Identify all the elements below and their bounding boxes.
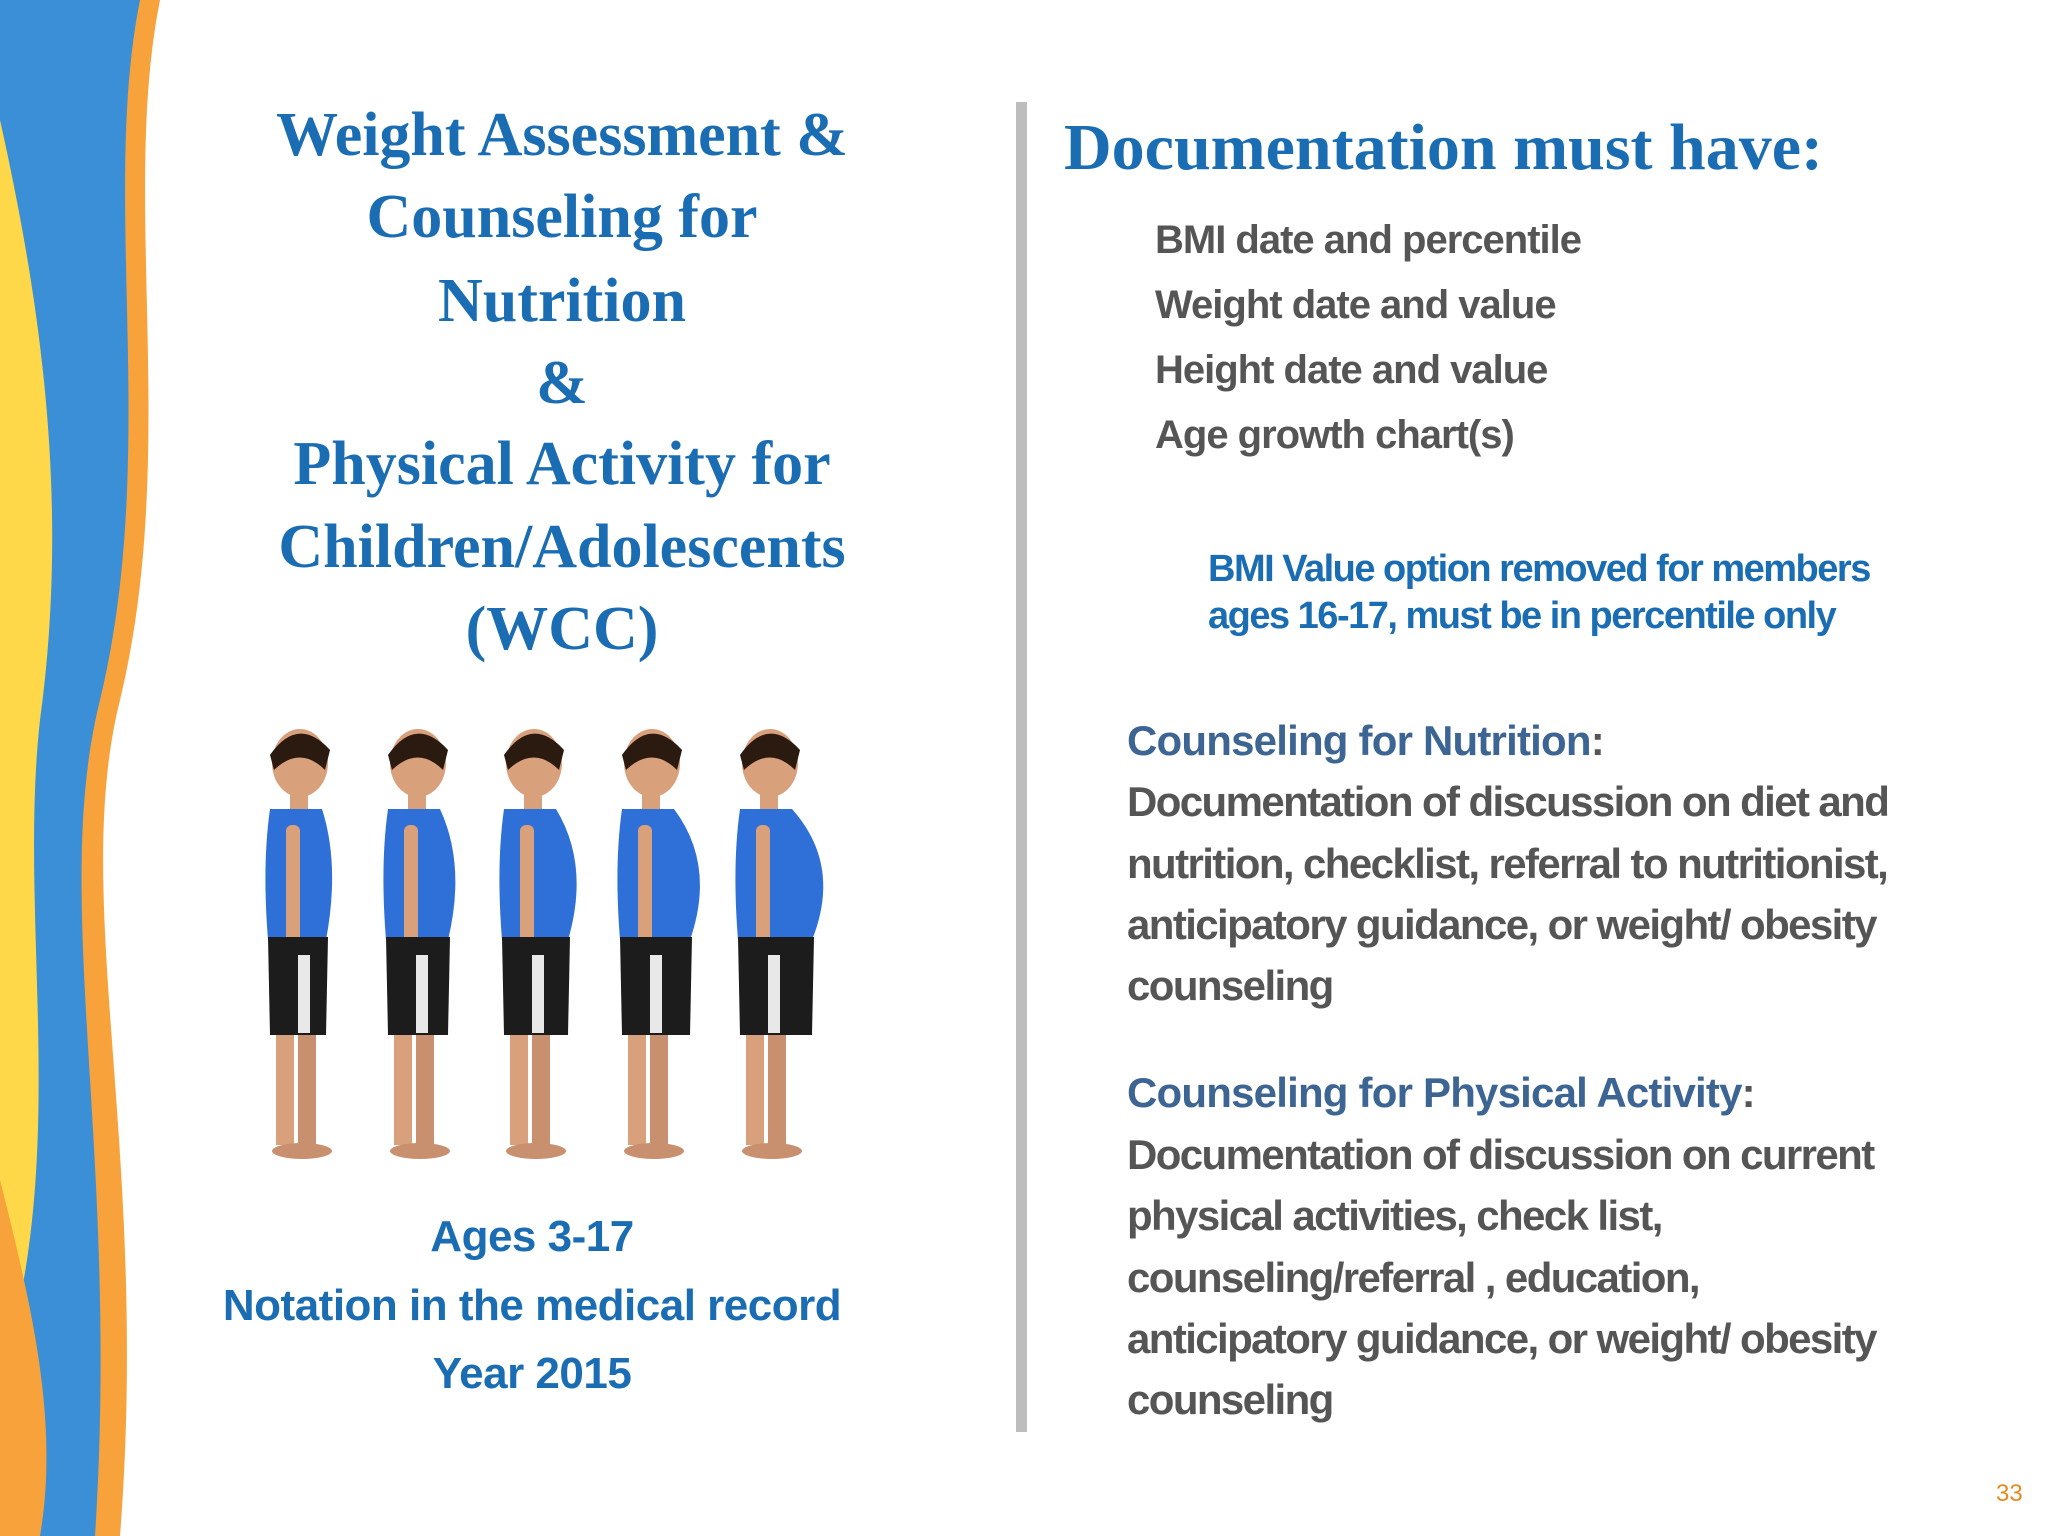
footer-line: Year 2015 xyxy=(432,1349,632,1398)
figure-part xyxy=(617,809,700,940)
figure-part xyxy=(404,825,418,945)
yellow-wave xyxy=(0,120,53,1300)
section-line: counseling xyxy=(1127,962,1334,1009)
figure-part xyxy=(510,1035,528,1145)
figure-part xyxy=(740,733,800,770)
section-line: Documentation of discussion on current xyxy=(1127,1131,1875,1178)
figure-part xyxy=(394,1035,412,1145)
figure-part xyxy=(768,955,780,1033)
title-line: Weight Assessment & xyxy=(276,101,848,169)
list-item: Height date and value xyxy=(1155,348,1548,392)
orange-wave-bottom xyxy=(0,1180,47,1536)
list-item: BMI date and percentile xyxy=(1155,218,1582,262)
note-line: BMI Value option removed for members xyxy=(1208,548,1871,590)
divider xyxy=(1016,102,1027,1432)
right-heading: Documentation must have: xyxy=(1064,111,1823,184)
figure-part xyxy=(270,733,330,770)
title-line: Counseling for xyxy=(366,183,758,251)
figure-part xyxy=(388,733,448,770)
title-line: Children/Adolescents xyxy=(278,513,846,581)
figure-part xyxy=(416,1035,434,1145)
figure-part xyxy=(746,1035,764,1145)
figure-part xyxy=(642,793,660,809)
figure-part xyxy=(298,955,310,1033)
list-item: Weight date and value xyxy=(1155,283,1557,327)
figure-part xyxy=(504,733,564,770)
section-line: Documentation of discussion on diet and xyxy=(1127,778,1890,825)
figure-part xyxy=(390,1143,450,1159)
list-item: Age growth chart(s) xyxy=(1155,413,1515,457)
children-illustration xyxy=(265,729,824,1159)
figure-part xyxy=(506,1143,566,1159)
figure-part xyxy=(298,1035,316,1145)
figure-part xyxy=(276,1035,294,1145)
page-number: 33 xyxy=(1996,1480,2023,1507)
figure-part xyxy=(638,825,652,945)
figure-part xyxy=(499,809,577,940)
figure-part xyxy=(408,793,426,809)
section-line: nutrition, checklist, referral to nutrit… xyxy=(1127,840,1889,887)
figure-part xyxy=(532,1035,550,1145)
side-decoration xyxy=(0,0,160,1536)
figure-part xyxy=(272,1143,332,1159)
figure-part xyxy=(286,825,300,945)
footer-line: Ages 3-17 xyxy=(430,1212,634,1261)
section-punct: : xyxy=(1590,717,1605,764)
section-line: physical activities, check list, xyxy=(1127,1192,1663,1239)
figure-part xyxy=(735,809,824,940)
section-line: anticipatory guidance, or weight/ obesit… xyxy=(1127,1315,1877,1362)
title-line: & xyxy=(536,349,588,417)
section-punct: : xyxy=(1741,1069,1756,1116)
section-heading: Counseling for Nutrition: xyxy=(1127,717,1605,765)
title-line: (WCC) xyxy=(465,595,659,663)
section-line: counseling/referral , education, xyxy=(1127,1254,1701,1301)
title-line: Nutrition xyxy=(438,267,686,335)
section-heading: Counseling for Physical Activity: xyxy=(1127,1069,1756,1117)
figure-part xyxy=(524,793,542,809)
figure-part xyxy=(622,733,682,770)
section-title: Counseling for Physical Activity xyxy=(1127,1069,1742,1116)
figure-part xyxy=(650,955,662,1033)
figure-part xyxy=(416,955,428,1033)
figure-part xyxy=(650,1035,668,1145)
figure-part xyxy=(760,793,778,809)
title-line: Physical Activity for xyxy=(293,430,831,498)
section-line: counseling xyxy=(1127,1376,1334,1423)
section-line: anticipatory guidance, or weight/ obesit… xyxy=(1127,901,1877,948)
figure-part xyxy=(624,1143,684,1159)
section-title: Counseling for Nutrition xyxy=(1127,717,1592,764)
footer-line: Notation in the medical record xyxy=(222,1281,842,1330)
figure-part xyxy=(383,809,456,940)
figure-part xyxy=(290,793,308,809)
figure-part xyxy=(520,825,534,945)
figure-part xyxy=(628,1035,646,1145)
figure-part xyxy=(742,1143,802,1159)
figure-part xyxy=(756,825,770,945)
figure-part xyxy=(768,1035,786,1145)
note-line: ages 16-17, must be in percentile only xyxy=(1208,595,1837,637)
figure-part xyxy=(532,955,544,1033)
